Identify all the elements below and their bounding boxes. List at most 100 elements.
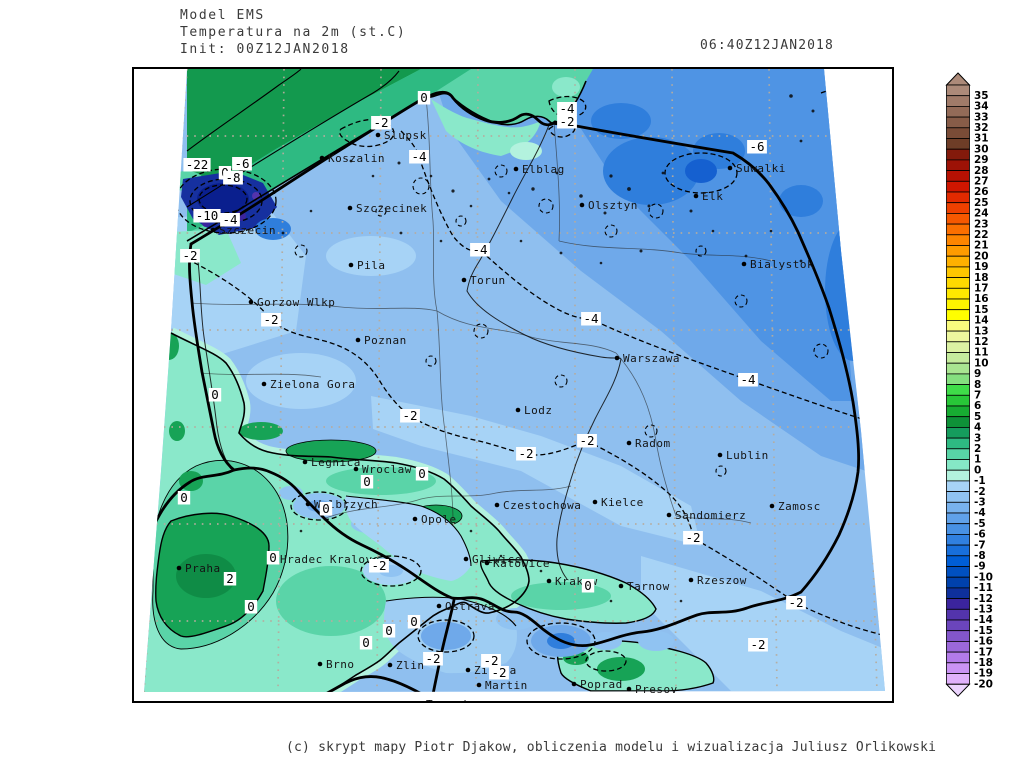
city-label: Tarnow (627, 580, 670, 593)
temperature-scale: 3534333231302928272625242322212019181716… (938, 66, 1024, 711)
city-ostrava: Ostrava (437, 600, 495, 613)
svg-text:0: 0 (584, 578, 592, 593)
city-label: Poprad (580, 678, 623, 691)
city-label: Hradec Kralove (280, 553, 380, 566)
scale-swatch (947, 149, 970, 160)
svg-text:0: 0 (418, 466, 426, 481)
scale-swatch (947, 106, 970, 117)
temperature-map: SlupskKoszalinElblagSuwalkiSzczecinekOls… (134, 69, 892, 701)
city-label: Pila (357, 259, 386, 272)
city-legnica: Legnica (303, 456, 361, 469)
svg-text:0: 0 (362, 635, 370, 650)
scale-swatch (947, 320, 970, 331)
city-warszawa: Warszawa (615, 352, 680, 365)
city-marker (437, 604, 442, 609)
city-label: Legnica (311, 456, 361, 469)
contour-label: -6 (232, 156, 252, 171)
city-marker (580, 203, 585, 208)
contour-label: 2 (224, 571, 236, 586)
scale-arrow-up (947, 73, 970, 85)
city-szczecinek: Szczecinek (348, 202, 428, 215)
city-marker (627, 687, 632, 692)
svg-text:-2: -2 (425, 651, 440, 666)
contour-label: -4 (409, 149, 429, 164)
city-zielona-gora: Zielona Gora (262, 378, 356, 391)
city-marker (349, 263, 354, 268)
scale-swatch (947, 353, 970, 364)
city-label: Olsztyn (588, 199, 638, 212)
contour-label: -2 (371, 115, 391, 130)
scale-swatch (947, 620, 970, 631)
contour-label: 0 (245, 599, 257, 614)
scale-swatch (947, 213, 970, 224)
contour-label: 0 (408, 614, 420, 629)
scale-swatch (947, 395, 970, 406)
scale-swatch (947, 427, 970, 438)
city-label: Suwalki (736, 162, 786, 175)
city-presov: Presov (627, 683, 678, 696)
svg-text:-2: -2 (491, 665, 506, 680)
scale-swatch (947, 203, 970, 214)
city-hradec-kralove: Hradec Kralove (272, 553, 380, 566)
city-sandomierz: Sandomierz (667, 509, 747, 522)
city-marker (547, 579, 552, 584)
svg-text:-2: -2 (371, 558, 386, 573)
scale-tick-label: -20 (974, 678, 993, 690)
contour-label: -2 (489, 665, 509, 680)
city-marker (249, 300, 254, 305)
svg-text:-2: -2 (579, 433, 594, 448)
city-marker (728, 166, 733, 171)
svg-text:0: 0 (180, 490, 188, 505)
scale-swatch (947, 481, 970, 492)
scale-swatch (947, 674, 970, 685)
svg-text:-2: -2 (182, 248, 197, 263)
city-zamosc: Zamosc (770, 500, 821, 513)
city-lublin: Lublin (718, 449, 769, 462)
city-slupsk: Slupsk (376, 129, 427, 142)
city-poprad: Poprad (572, 678, 623, 691)
city-marker (303, 460, 308, 465)
contour-label: -4 (581, 311, 601, 326)
scale-swatch (947, 406, 970, 417)
svg-text:2: 2 (226, 571, 234, 586)
scale-swatch (947, 192, 970, 203)
city-label: Slupsk (384, 129, 427, 142)
city-label: Bialystok (750, 258, 814, 271)
contour-label: -2 (557, 114, 577, 129)
city-label: Torun (470, 274, 506, 287)
scale-swatch (947, 342, 970, 353)
contour-label: -10 (193, 208, 220, 223)
scale-swatch (947, 470, 970, 481)
scale-swatch (947, 171, 970, 182)
svg-text:0: 0 (363, 474, 371, 489)
scale-swatch (947, 631, 970, 642)
contour-label: -8 (223, 170, 243, 185)
city-label: Martin (485, 679, 528, 692)
city-marker (694, 194, 699, 199)
city-gorzow-wlkp: Gorzow Wlkp (249, 296, 336, 309)
city-marker (320, 156, 325, 161)
scale-swatch (947, 288, 970, 299)
city-marker (593, 500, 598, 505)
scale-swatch (947, 331, 970, 342)
contour-label: -6 (747, 139, 767, 154)
city-marker (667, 513, 672, 518)
scale-swatch (947, 363, 970, 374)
map-variable-title: Temperatura na 2m (st.C) (180, 25, 406, 40)
svg-text:-2: -2 (402, 408, 417, 423)
contour-label: 0 (418, 90, 430, 105)
scale-arrow-down (947, 684, 970, 696)
scale-swatch (947, 181, 970, 192)
city-marker (466, 668, 471, 673)
credit-line: (c) skrypt mapy Piotr Djakow, obliczenia… (286, 740, 936, 755)
contour-label: -2 (683, 530, 703, 545)
svg-text:0: 0 (269, 550, 277, 565)
scale-swatch (947, 609, 970, 620)
city-label: Presov (635, 683, 678, 696)
scale-swatch (947, 524, 970, 535)
city-tarnow: Tarnow (619, 580, 670, 593)
svg-text:-2: -2 (559, 114, 574, 129)
city-bialystok: Bialystok (742, 258, 814, 271)
city-label: Lublin (726, 449, 769, 462)
scale-swatch (947, 588, 970, 599)
